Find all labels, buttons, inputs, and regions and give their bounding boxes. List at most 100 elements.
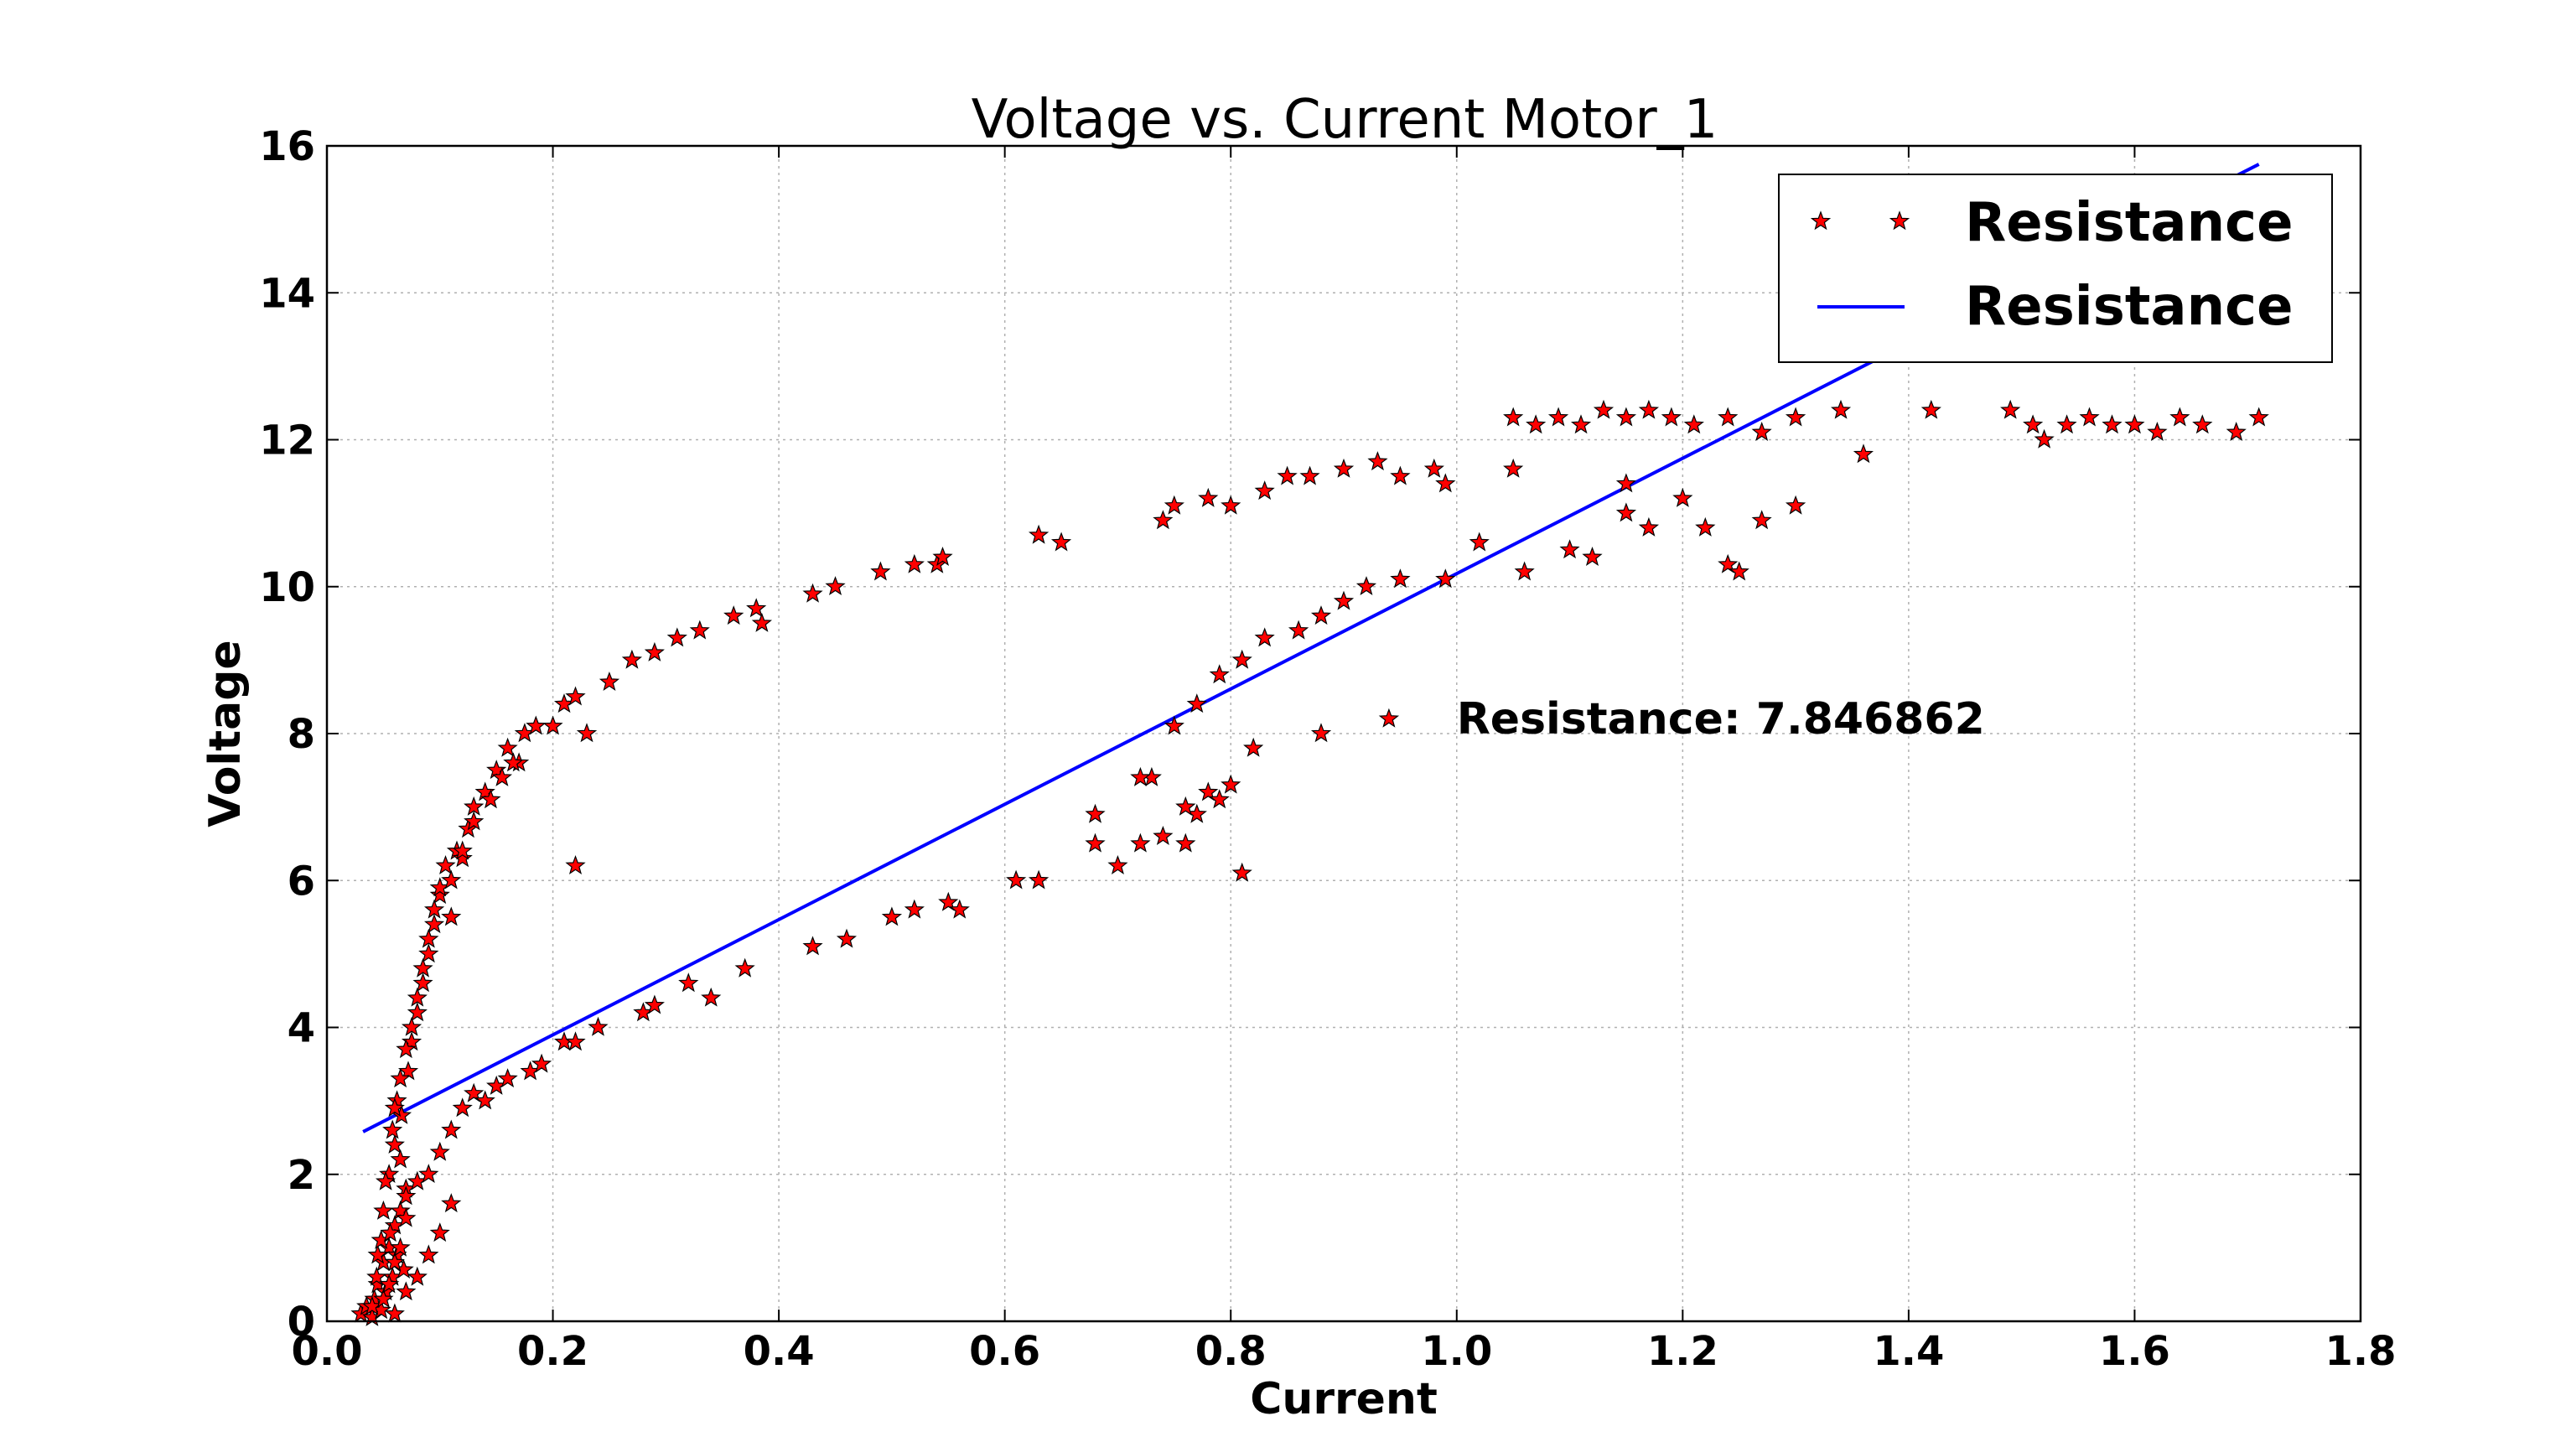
- scatter-point: [435, 854, 456, 874]
- scatter-point: [441, 869, 462, 890]
- scatter-point: [418, 1164, 439, 1183]
- scatter-point: [689, 620, 710, 640]
- scatter-point: [1186, 693, 1207, 713]
- scatter-point: [2034, 428, 2055, 449]
- x-tick-label: 0.0: [291, 1328, 362, 1375]
- scatter-point: [1683, 414, 1704, 434]
- scatter-point: [401, 1031, 422, 1051]
- scatter-point: [396, 1207, 417, 1227]
- scatter-point: [565, 1031, 586, 1051]
- scatter-point: [491, 766, 513, 786]
- scatter-point: [412, 973, 433, 993]
- scatter-point: [1130, 833, 1151, 853]
- scatter-point: [2226, 421, 2247, 441]
- scatter-point: [825, 576, 846, 595]
- scatter-point: [390, 1237, 411, 1257]
- scatter-point: [949, 899, 970, 919]
- scatter-point: [599, 672, 620, 692]
- scatter-point: [373, 1288, 394, 1308]
- scatter-point: [751, 612, 773, 632]
- x-tick-label: 0.6: [969, 1328, 1040, 1375]
- scatter-point: [1333, 458, 1355, 478]
- scatter-point: [366, 1266, 387, 1286]
- scatter-point: [644, 994, 665, 1014]
- scatter-point: [1028, 869, 1050, 890]
- scatter-point: [1355, 576, 1377, 595]
- scatter-point: [802, 936, 823, 956]
- legend-star-marker: [1889, 210, 1910, 231]
- scatter-point: [1333, 590, 1355, 610]
- scatter-point: [1695, 516, 1716, 537]
- scatter-point: [497, 1068, 518, 1088]
- scatter-point: [390, 1149, 411, 1169]
- scatter-point: [1920, 399, 1941, 419]
- y-tick-label: 2: [288, 1152, 315, 1199]
- scatter-point: [1164, 495, 1184, 515]
- scatter-point: [452, 1097, 473, 1118]
- scatter-point: [1785, 495, 1806, 515]
- scatter-point: [1243, 737, 1264, 757]
- scatter-point: [1390, 568, 1411, 589]
- scatter-point: [396, 1281, 417, 1301]
- scatter-point: [1615, 473, 1637, 493]
- y-tick-label: 12: [259, 418, 315, 464]
- legend-label-scatter: Resistance: [1965, 192, 2294, 254]
- scatter-point: [1209, 789, 1230, 809]
- scatter-point: [384, 1303, 405, 1323]
- scatter-point: [802, 583, 823, 603]
- y-axis-label: Voltage: [200, 640, 251, 827]
- scatter-point: [380, 1222, 401, 1242]
- scatter-point: [396, 1039, 417, 1059]
- scatter-point: [1853, 443, 1874, 464]
- scatter-point: [418, 943, 439, 963]
- scatter-point: [1367, 451, 1388, 471]
- scatter-point: [1830, 399, 1852, 419]
- scatter-point: [904, 899, 925, 919]
- scatter-point: [375, 1170, 397, 1190]
- scatter-point: [1254, 480, 1275, 501]
- scatter-point: [2023, 414, 2044, 434]
- scatter-point: [666, 627, 687, 647]
- scatter-point: [1469, 532, 1490, 552]
- x-axis-label: Current: [1250, 1374, 1438, 1424]
- scatter-point: [1231, 649, 1252, 669]
- scatter-point: [1378, 708, 1400, 728]
- scatter-point: [678, 973, 699, 993]
- scatter-point: [480, 789, 501, 809]
- scatter-point: [1526, 414, 1547, 434]
- scatter-point: [396, 1185, 417, 1206]
- scatter-point: [497, 737, 518, 757]
- scatter-point: [367, 1244, 388, 1264]
- scatter-point: [418, 928, 439, 948]
- scatter-point: [1006, 869, 1027, 890]
- scatter-point: [932, 546, 953, 566]
- scatter-point: [723, 605, 744, 625]
- scatter-point: [429, 884, 450, 905]
- scatter-point: [423, 914, 445, 934]
- scatter-point: [464, 1082, 485, 1102]
- scatter-point: [1085, 833, 1106, 853]
- scatter-point: [407, 1002, 428, 1022]
- scatter-point: [2079, 407, 2100, 427]
- scatter-point: [384, 1097, 405, 1118]
- scatter-point: [1661, 407, 1682, 427]
- y-tick-label: 6: [288, 858, 315, 905]
- scatter-point: [881, 906, 903, 926]
- legend-scatter-marker: [1810, 210, 1910, 231]
- scatter-point: [1130, 766, 1151, 786]
- legend-star-marker: [1810, 210, 1832, 231]
- x-axis-ticks: 0.0 0.2 0.4 0.6 0.8 1.0 1.2 1.4 1.6 1.8: [291, 146, 2397, 1375]
- scatter-point: [452, 848, 473, 868]
- scatter-point: [576, 723, 598, 743]
- scatter-point: [746, 598, 767, 618]
- scatter-point: [384, 1133, 405, 1154]
- scatter-point: [412, 957, 433, 978]
- scatter-point: [1785, 407, 1806, 427]
- scatter-point: [373, 1200, 394, 1220]
- scatter-point: [1209, 664, 1230, 684]
- y-tick-label: 14: [259, 270, 315, 317]
- scatter-point: [2102, 414, 2122, 434]
- scatter-point: [1435, 568, 1456, 589]
- scatter-point: [565, 686, 586, 706]
